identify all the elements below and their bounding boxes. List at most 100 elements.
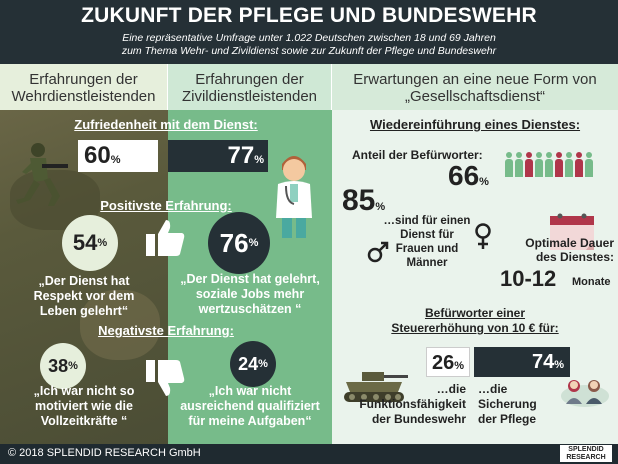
satisfaction-label: Zufriedenheit mit dem Dienst: [74, 117, 258, 132]
quote-line: Vollzeitkräfte “ [40, 414, 128, 428]
supporters-value: 66 [448, 160, 480, 191]
text-line: Befürworter einer [424, 306, 526, 320]
text-line: …sind für einen [383, 215, 471, 227]
text-line: Männer [406, 257, 448, 269]
tax-care-value: 74 [531, 351, 555, 373]
zivil-negative-circle: 24% [230, 341, 276, 387]
both-genders-text: …sind für einen Dienst für Frauen und Mä… [382, 214, 472, 270]
thumbs-up-icon [146, 220, 185, 256]
wehr-negative-value: 38 [48, 355, 69, 376]
percent-sign: % [68, 360, 78, 372]
percent-sign: % [554, 359, 564, 371]
percent-sign: % [375, 201, 386, 213]
logo-line: SPLENDID [568, 446, 604, 453]
supporters-label: Anteil der Befürworter: [352, 148, 483, 162]
male-icon [367, 241, 389, 263]
zivil-satisfaction-box: 77% [168, 140, 268, 172]
camo-pattern [80, 290, 160, 360]
zivil-positive-value: 76 [219, 227, 249, 258]
soldier-icon [16, 143, 68, 206]
quote-line: für meine Aufgaben“ [188, 414, 312, 428]
column-header-line: Erwartungen an eine neue Form von [353, 71, 597, 88]
wehr-positive-quote: „Der Dienst hat Respekt vor dem Leben ge… [4, 274, 164, 319]
tax-care-text: …die Sicherung der Pflege [478, 382, 568, 427]
splendid-research-logo: SPLENDID RESEARCH [560, 445, 612, 462]
tax-care-box: 74% [474, 347, 570, 377]
person-figure [555, 152, 563, 177]
negative-label: Negativste Erfahrung: [98, 323, 234, 338]
people-icon [505, 152, 605, 182]
column-header-expectations: Erwartungen an eine neue Form von „Gesel… [332, 64, 618, 110]
text-line: …die [436, 382, 466, 396]
text-line: Steuererhöhung von 10 € für: [391, 321, 559, 335]
calendar-icon [550, 213, 594, 250]
quote-line: soziale Jobs mehr [195, 287, 305, 301]
footer [0, 444, 618, 464]
zivil-positive-circle: 76% [208, 212, 270, 274]
percent-sign: % [97, 237, 108, 249]
text-line: der Pflege [478, 412, 537, 426]
thumbs-down-icon [146, 360, 185, 396]
subtitle-line2: zum Thema Wehr- und Zivildienst sowie zu… [121, 45, 497, 57]
both-genders-value-wrap: 85% [342, 184, 385, 218]
text-line: des Dienstes: [535, 250, 614, 264]
percent-sign: % [454, 360, 465, 372]
doctor-icon [276, 156, 312, 238]
column-header-line: Erfahrungen der [195, 71, 304, 88]
person-figure [505, 152, 513, 177]
text-line: Frauen und [395, 243, 459, 255]
header [0, 0, 618, 64]
wehr-negative-quote: „Ich war nicht so motiviert wie die Voll… [4, 384, 164, 429]
column-header-line: Erfahrungen der [29, 71, 138, 88]
person-figure [515, 152, 523, 177]
tax-bw-box: 26% [426, 347, 470, 377]
quote-line: „Ich war nicht [208, 384, 292, 398]
zivil-negative-value: 24 [238, 353, 259, 374]
text-line: …die [478, 382, 508, 396]
percent-sign: % [254, 154, 264, 166]
person-figure [575, 152, 583, 177]
percent-sign: % [248, 237, 259, 249]
zivil-negative-quote: „Ich war nicht ausreichend qualifiziert … [170, 384, 330, 429]
person-figure [545, 152, 553, 177]
elderly-people-icon [561, 380, 609, 407]
column-header-zivildienst: Erfahrungen der Zivildienstleistenden [168, 64, 332, 110]
quote-line: ausreichend qualifiziert [180, 399, 320, 413]
quote-line: „Der Dienst hat gelehrt, [180, 272, 320, 286]
percent-sign: % [258, 358, 268, 370]
column-header-line: Zivildienstleistenden [181, 88, 318, 105]
text-line: der Bundeswehr [371, 412, 466, 426]
text-line: Sicherung [478, 397, 537, 411]
column-header-line: Wehrdienstleistenden [11, 88, 156, 105]
wehr-positive-circle: 54% [62, 215, 118, 271]
wehr-negative-circle: 38% [40, 343, 86, 389]
both-genders-value: 85 [342, 184, 376, 217]
duration-text: Optimale Dauer des Dienstes: [498, 236, 614, 264]
quote-line: „Ich war nicht so [33, 384, 135, 398]
text-line: Optimale Dauer [525, 236, 614, 250]
tax-bw-value: 26 [431, 352, 455, 374]
quote-line: „Der Dienst hat [38, 274, 130, 288]
percent-sign: % [110, 154, 121, 166]
wehr-positive-value: 54 [72, 230, 98, 255]
person-figure [535, 152, 543, 177]
wehr-satisfaction-box: 60% [78, 140, 158, 172]
reintroduction-label: Wiedereinführung eines Dienstes: [369, 117, 581, 132]
duration-value: 10-12 [500, 266, 557, 291]
column-header-line: „Gesellschaftsdienst“ [404, 88, 546, 105]
person-figure [565, 152, 573, 177]
text-line: Funktionsfähigkeit [359, 397, 466, 411]
tax-bw-text: …die Funktionsfähigkeit der Bundeswehr [336, 382, 466, 427]
positive-label: Positivste Erfahrung: [100, 198, 232, 213]
female-icon [475, 223, 491, 249]
quote-line: motiviert wie die [35, 399, 133, 413]
quote-line: Respekt vor dem [33, 289, 135, 303]
person-figure [525, 152, 533, 177]
logo-line: RESEARCH [566, 454, 606, 461]
text-line: Dienst für [400, 229, 454, 241]
wehr-satisfaction-value: 60 [84, 142, 111, 169]
tank-icon [344, 372, 408, 402]
duration-unit: Monate [572, 276, 611, 288]
column-header-wehrdienst: Erfahrungen der Wehrdienstleistenden [0, 64, 168, 110]
zivil-positive-quote: „Der Dienst hat gelehrt, soziale Jobs me… [170, 272, 330, 317]
